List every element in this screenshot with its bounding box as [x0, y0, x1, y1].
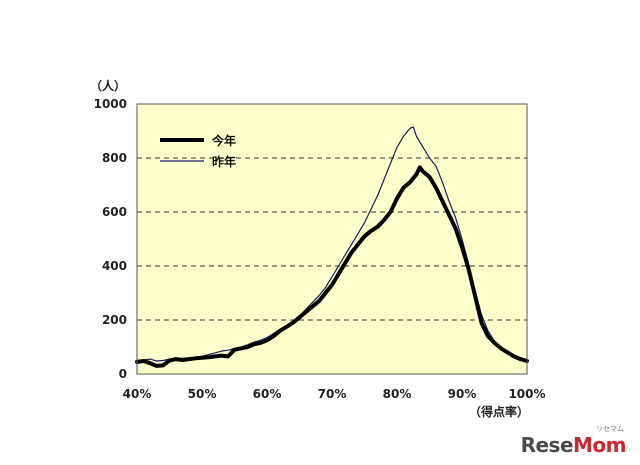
x-tick-label-40: 40%: [123, 387, 152, 401]
x-tick-label-60: 60%: [253, 387, 282, 401]
logo-subtext: リセマム: [596, 425, 624, 433]
x-tick-label-90: 90%: [448, 387, 477, 401]
legend-label-last-year: 昨年: [212, 154, 236, 169]
resemom-logo: ReseMom リセマム: [520, 425, 627, 457]
y-tick-label-200: 200: [102, 313, 127, 327]
y-axis-ticks: 0 200 400 600 800 1000: [94, 97, 127, 381]
series-layer: [135, 126, 529, 368]
y-tick-label-0: 0: [119, 367, 127, 381]
x-axis-ticks: 40% 50% 60% 70% 80% 90% 100%: [123, 387, 546, 401]
series-line-this-year: [135, 165, 529, 368]
plot-area: [137, 104, 527, 374]
x-tick-label-70: 70%: [318, 387, 347, 401]
logo-text-main: Rese: [520, 433, 574, 457]
x-axis-unit: （得点率）: [469, 404, 529, 419]
x-tick-label-100: 100%: [508, 387, 545, 401]
legend: 今年 昨年: [160, 133, 236, 169]
x-tick-label-50: 50%: [188, 387, 217, 401]
y-tick-label-600: 600: [102, 205, 127, 219]
x-tick-label-80: 80%: [383, 387, 412, 401]
y-axis-unit: （人）: [90, 78, 126, 93]
legend-label-this-year: 今年: [211, 133, 236, 148]
y-tick-label-800: 800: [102, 151, 127, 165]
plot-border: [136, 103, 528, 375]
y-tick-label-400: 400: [102, 259, 127, 273]
logo-text-accent: Mom: [573, 433, 626, 457]
grid-lines: [137, 157, 527, 321]
y-tick-label-1000: 1000: [94, 97, 127, 111]
